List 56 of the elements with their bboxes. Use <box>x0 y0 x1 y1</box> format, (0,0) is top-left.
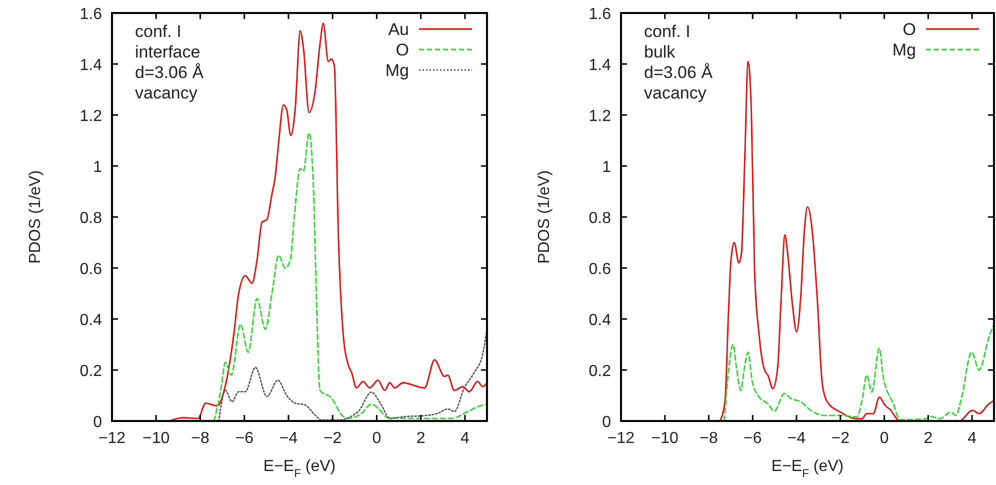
legend-label: Mg <box>385 61 409 80</box>
y-tick-label: 1.6 <box>588 6 612 23</box>
y-tick-label: 0.8 <box>80 210 102 227</box>
x-tick-label: −6 <box>235 430 254 447</box>
x-tick-label: 2 <box>924 430 933 447</box>
x-tick-label: −2 <box>831 430 850 447</box>
x-tick-label: −12 <box>607 430 635 447</box>
y-tick-label: 1.2 <box>588 108 612 125</box>
x-axis-title: E−E$_{F}$ (eV) <box>263 458 336 480</box>
x-tick-label: 4 <box>460 430 470 447</box>
x-tick-label: 2 <box>416 430 426 447</box>
y-tick-label: 1.6 <box>80 6 102 23</box>
annotation: bulk <box>644 42 676 62</box>
annotation: conf. I <box>135 22 182 41</box>
y-tick-label: 1.4 <box>80 57 102 74</box>
x-tick-label: −8 <box>700 430 718 447</box>
y-tick-label: 1 <box>93 159 102 176</box>
y-tick-label: 0.2 <box>80 363 102 380</box>
y-tick-label: 0.6 <box>80 261 102 278</box>
y-tick-label: 0.6 <box>588 261 612 278</box>
annotation: conf. I <box>644 22 690 41</box>
legend-label: O <box>396 40 409 60</box>
x-tick-label: −2 <box>323 430 342 447</box>
line-series <box>719 60 994 421</box>
y-axis-title: PDOS (1/eV) <box>27 170 44 264</box>
annotation: vacancy <box>135 84 198 102</box>
annotation: d=3.06 Å <box>644 63 714 82</box>
y-tick-label: 1.4 <box>588 57 612 74</box>
line-series <box>724 323 994 421</box>
x-tick-label: 4 <box>968 430 977 447</box>
annotation: vacancy <box>644 84 707 102</box>
x-axis-title: E−E$_{F}$ (eV) <box>771 458 844 480</box>
x-tick-label: −12 <box>98 430 126 447</box>
legend-label: Au <box>388 20 409 39</box>
y-tick-label: 0 <box>602 414 612 431</box>
x-tick-label: 0 <box>372 430 382 447</box>
x-tick-label: −4 <box>279 430 298 447</box>
x-tick-label: −10 <box>651 430 679 447</box>
annotation: interface <box>135 42 200 62</box>
legend-label: O <box>902 20 916 39</box>
x-tick-label: 0 <box>880 430 889 447</box>
y-tick-label: 1.2 <box>80 108 102 125</box>
y-tick-label: 0 <box>93 414 102 431</box>
x-tick-label: −6 <box>744 430 762 447</box>
y-tick-label: 0.8 <box>588 210 612 227</box>
legend-label: Mg <box>892 40 916 60</box>
y-tick-label: 0.4 <box>588 312 612 329</box>
y-tick-label: 1 <box>602 159 612 176</box>
x-tick-label: −4 <box>787 430 806 447</box>
y-tick-label: 0.4 <box>80 312 102 329</box>
x-tick-label: −10 <box>142 430 170 447</box>
annotation: d=3.06 Å <box>135 63 204 82</box>
line-series <box>213 132 487 421</box>
x-tick-label: −8 <box>191 430 210 447</box>
y-tick-label: 0.2 <box>588 363 612 380</box>
y-axis-title: PDOS (1/eV) <box>536 170 553 264</box>
